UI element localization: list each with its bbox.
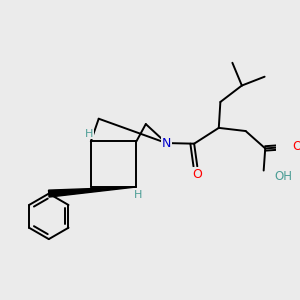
Text: H: H (85, 129, 93, 139)
Text: O: O (292, 140, 300, 153)
Text: H: H (134, 190, 142, 200)
Text: OH: OH (274, 170, 292, 183)
Text: O: O (192, 168, 202, 181)
Text: N: N (162, 136, 171, 149)
Polygon shape (49, 187, 136, 197)
